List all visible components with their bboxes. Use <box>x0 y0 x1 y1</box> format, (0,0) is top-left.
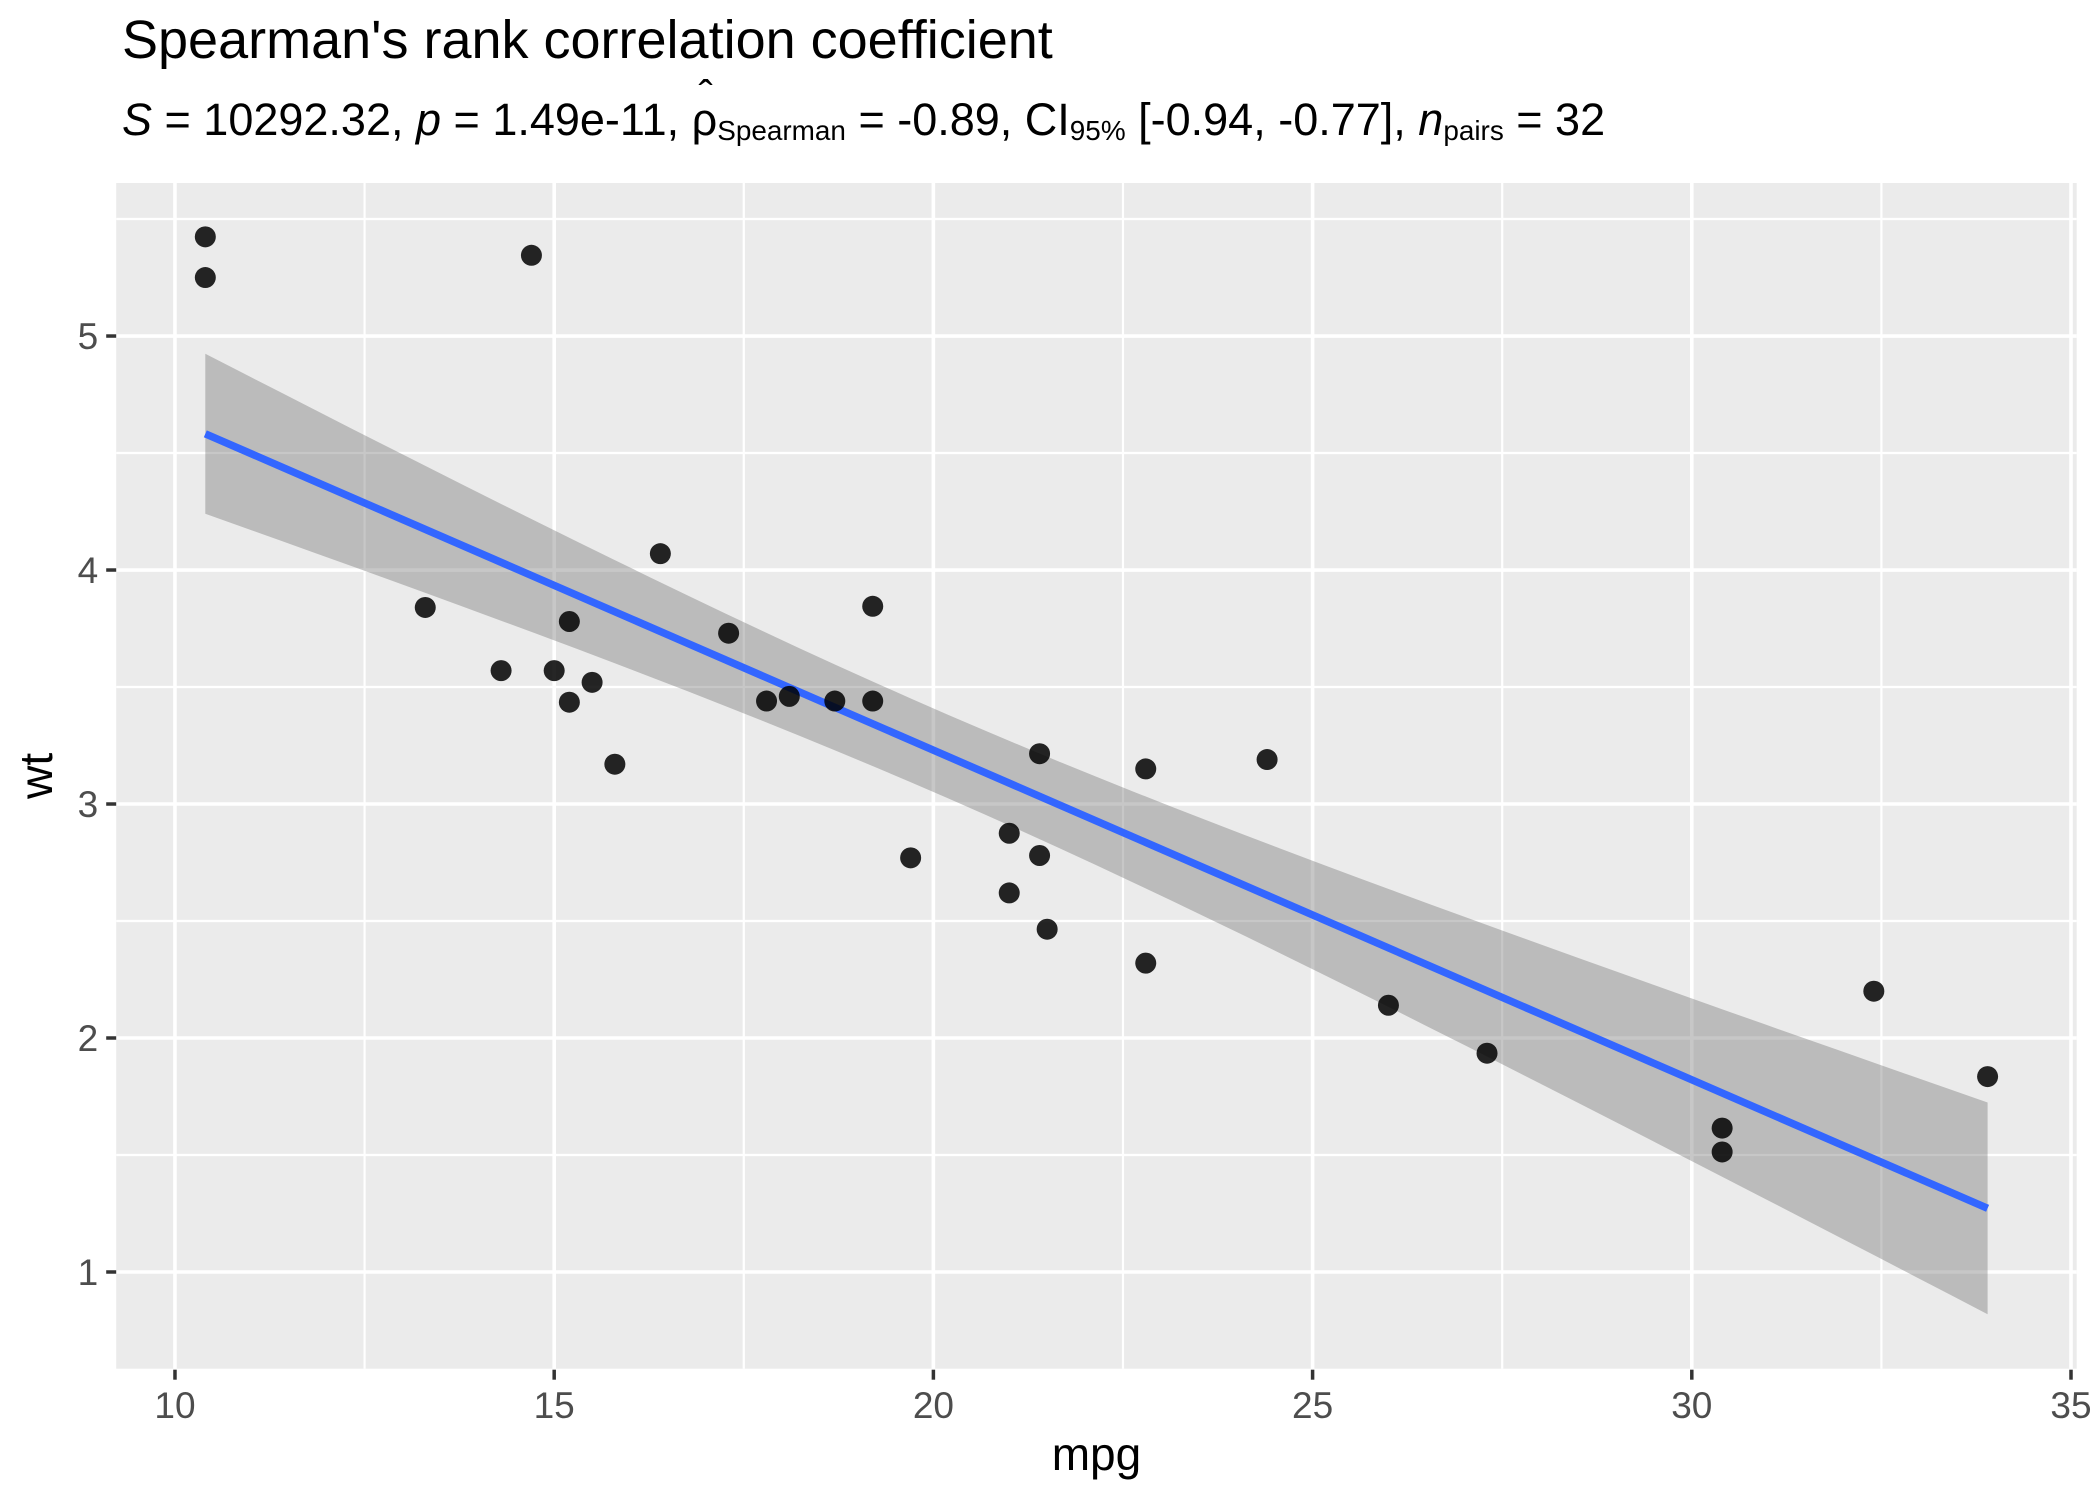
data-point <box>543 660 565 682</box>
data-point <box>1476 1042 1498 1064</box>
data-point <box>194 226 216 248</box>
data-point <box>581 671 603 693</box>
x-tick-label: 15 <box>534 1385 575 1426</box>
y-axis-title: wt <box>10 753 62 800</box>
data-point <box>490 660 512 682</box>
data-point <box>194 267 216 289</box>
subtitle-segment: = 32 <box>1503 94 1606 145</box>
data-point <box>1977 1066 1999 1088</box>
x-tick-label: 35 <box>2050 1385 2091 1426</box>
data-point <box>862 690 884 712</box>
data-point <box>1135 952 1157 974</box>
data-point <box>1377 994 1399 1016</box>
data-point <box>900 847 922 869</box>
subtitle-segment: S <box>122 94 153 145</box>
data-point <box>1029 743 1051 765</box>
y-tick-label: 4 <box>78 550 99 591</box>
subtitle-segment: = 1.49e-11, <box>441 94 692 145</box>
data-point <box>1135 758 1157 780</box>
data-point <box>1711 1117 1733 1139</box>
data-point <box>824 690 846 712</box>
y-tick-label: 5 <box>78 316 99 357</box>
x-tick-label: 25 <box>1292 1385 1333 1426</box>
data-point <box>1036 918 1058 940</box>
y-tick-label: 3 <box>78 784 99 825</box>
x-tick-label: 20 <box>913 1385 954 1426</box>
hat-accent: ˆ <box>698 72 713 121</box>
data-point <box>756 690 778 712</box>
regression-line <box>203 430 1990 1212</box>
data-point <box>998 882 1020 904</box>
confidence-ribbon <box>205 353 1988 1315</box>
y-tick-label: 1 <box>78 1252 99 1293</box>
subtitle-segment: n <box>1418 94 1444 145</box>
x-tick-label: 30 <box>1671 1385 1712 1426</box>
data-point <box>558 691 580 713</box>
subtitle-segment: = 10292.32, <box>152 94 416 145</box>
plot-panel <box>116 183 2077 1369</box>
data-point <box>604 753 626 775</box>
subtitle-segment: 95% <box>1069 115 1126 147</box>
data-point <box>998 822 1020 844</box>
data-point <box>1863 980 1885 1002</box>
data-point <box>1029 844 1051 866</box>
data-point <box>649 543 671 565</box>
x-tick-label: 10 <box>154 1385 195 1426</box>
data-point <box>414 596 436 618</box>
subtitle-segment: = -0.89, CI <box>845 94 1070 145</box>
subtitle-segment: pairs <box>1443 115 1504 147</box>
data-point <box>778 685 800 707</box>
data-point <box>1711 1141 1733 1163</box>
data-point <box>558 610 580 632</box>
data-point <box>718 622 740 644</box>
subtitle-segment: Spearman <box>717 115 846 147</box>
plot-title: Spearman's rank correlation coefficient <box>122 10 1053 70</box>
data-point <box>520 244 542 266</box>
plot-subtitle: S = 10292.32, p = 1.49e-11, ˆ ρSpearman =… <box>122 72 1606 147</box>
data-point <box>1256 749 1278 771</box>
data-point <box>862 595 884 617</box>
x-axis-title: mpg <box>1052 1428 1141 1480</box>
y-tick-label: 2 <box>78 1018 99 1059</box>
subtitle-segment: [-0.94, -0.77], <box>1125 94 1419 145</box>
subtitle-segment: p <box>416 94 442 145</box>
